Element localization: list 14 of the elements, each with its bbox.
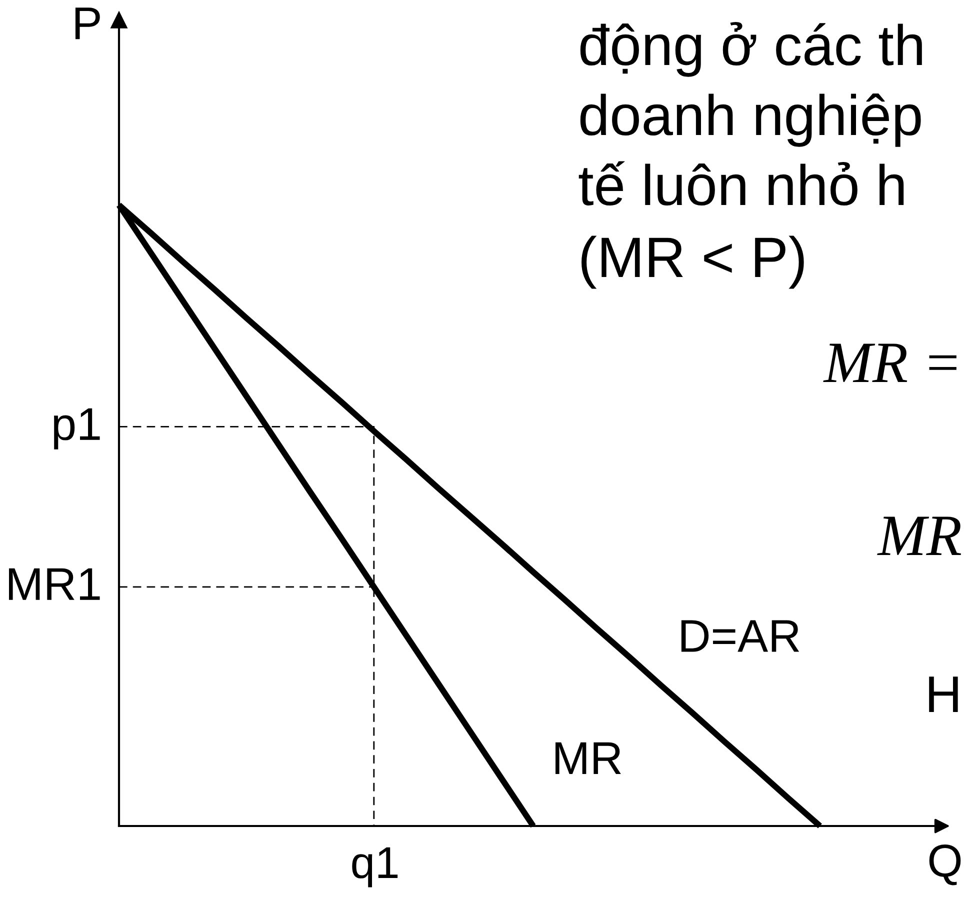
text: MR1 [8,568,100,600]
x-axis-title: Q [929,844,961,886]
y-axis-title: P [75,8,100,40]
text: doanh nghiệp [580,94,921,147]
text: q1 [352,847,398,888]
text: MR [877,516,962,555]
annotation: (MR < P) [582,236,804,289]
text: H [929,676,958,712]
text: động ở các th [580,22,922,77]
series-label: D=AR [681,620,800,652]
text: p1 [54,408,100,450]
text: MR = [823,344,956,382]
series-label: MR [556,742,621,774]
annotation: tế luôn nhỏ h [578,161,904,206]
